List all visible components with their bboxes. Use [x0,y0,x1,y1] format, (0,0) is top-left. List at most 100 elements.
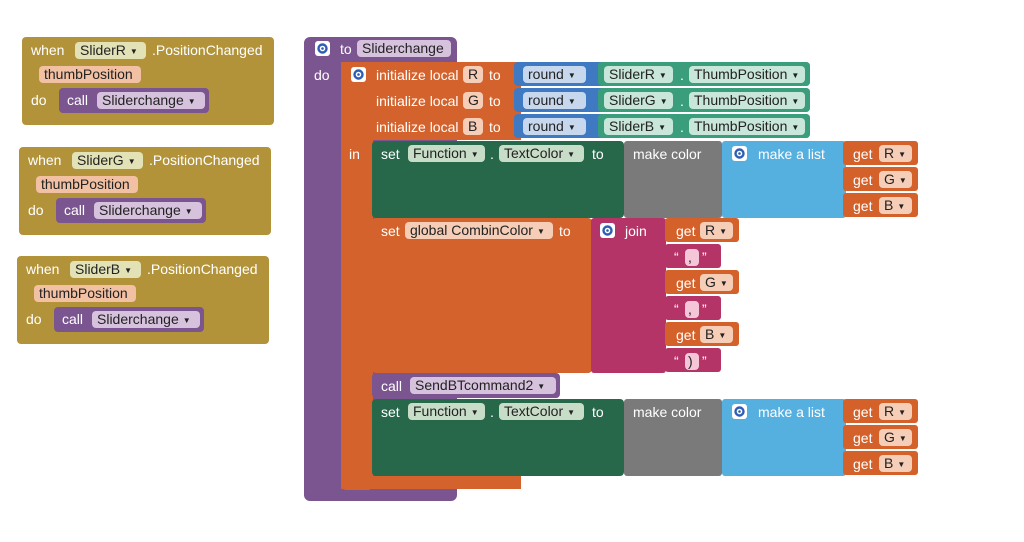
get-var-dropdown[interactable]: B ▼ [879,455,912,472]
text-literal[interactable]: , [685,301,699,318]
local-var-name-G[interactable]: G [463,92,483,109]
round-dropdown[interactable]: round ▼ [523,92,586,109]
gear-icon[interactable] [351,67,366,82]
gear-icon[interactable] [600,223,615,238]
get-var-dropdown[interactable]: G ▼ [700,274,733,291]
to-label: to [592,146,604,162]
text-literal[interactable]: ) [685,353,699,370]
gear-icon[interactable] [732,404,747,419]
get-var-dropdown[interactable]: G ▼ [879,171,912,188]
dropdown-arrow-icon: ▼ [129,46,138,56]
make-color-block[interactable] [624,399,722,476]
proc-name: Sliderchange [102,92,184,108]
round-op: round [528,118,564,134]
gear-icon[interactable] [732,146,747,161]
get-var-dropdown[interactable]: R ▼ [879,145,912,162]
to-label: to [592,404,604,420]
slider-component-dropdown[interactable]: SliderG ▼ [604,92,673,109]
when-label: when [31,42,65,58]
init-local-label: initialize local [376,119,459,135]
proc-name: Sliderchange [97,311,179,327]
get-var-dropdown[interactable]: B ▼ [700,326,733,343]
property-dropdown-textcolor[interactable]: TextColor ▼ [499,145,584,162]
make-list-label: make a list [758,146,825,162]
proc-dropdown[interactable]: Sliderchange ▼ [97,92,205,109]
call-label: call [381,378,403,394]
round-dropdown[interactable]: round ▼ [523,66,586,83]
dropdown-arrow-icon: ▼ [127,156,136,166]
dropdown-arrow-icon: ▼ [897,459,906,469]
local-var-name-R[interactable]: R [463,66,483,83]
local-to-label: to [489,67,501,83]
dropdown-arrow-icon: ▼ [658,70,667,80]
get-label: get [853,404,873,420]
gear-icon[interactable] [315,41,330,56]
dropdown-arrow-icon: ▼ [567,70,576,80]
round-op: round [528,66,564,82]
component-dropdown-function[interactable]: Function ▼ [408,403,485,420]
do-label: do [314,67,330,83]
procedure-name-field[interactable]: Sliderchange [357,40,451,57]
dropdown-arrow-icon: ▼ [719,226,728,236]
property-dropdown[interactable]: ThumbPosition ▼ [689,92,805,109]
proc-dropdown[interactable]: Sliderchange ▼ [94,202,202,219]
property-dropdown[interactable]: ThumbPosition ▼ [689,118,805,135]
when-label: when [28,152,62,168]
component-dropdown-sliderR[interactable]: SliderR ▼ [75,42,146,59]
property-dropdown-textcolor[interactable]: TextColor ▼ [499,403,584,420]
get-var-name: G [884,171,895,187]
get-var-name: R [884,403,895,419]
text-literal[interactable]: , [685,249,699,266]
get-label: get [676,223,696,239]
dropdown-arrow-icon: ▼ [791,70,800,80]
global-var-dropdown[interactable]: global CombinColor ▼ [405,222,553,239]
slider-component-dropdown[interactable]: SliderB ▼ [604,118,673,135]
local-to-label: to [489,119,501,135]
quote-open: “ [674,249,679,265]
set-label: set [381,146,400,162]
get-var-dropdown[interactable]: R ▼ [879,403,912,420]
set-global-block[interactable] [372,218,592,373]
make-list-label: make a list [758,404,825,420]
get-var-dropdown[interactable]: R ▼ [700,222,733,239]
component-dropdown-sliderG[interactable]: SliderG ▼ [72,152,143,169]
component-dropdown-sliderB[interactable]: SliderB ▼ [70,261,141,278]
round-dropdown[interactable]: round ▼ [523,118,586,135]
dropdown-arrow-icon: ▼ [898,175,907,185]
set-label: set [381,223,400,239]
local-var-name-B[interactable]: B [463,118,483,135]
proc-dropdown[interactable]: SendBTcommand2 ▼ [410,377,556,394]
get-var-name: G [705,274,716,290]
do-label: do [31,92,47,108]
property-dropdown[interactable]: ThumbPosition ▼ [689,66,805,83]
call-label: call [64,202,86,218]
property-name: TextColor [504,403,564,419]
component-name: SliderG [77,152,124,168]
dropdown-arrow-icon: ▼ [470,149,479,159]
param-thumbposition[interactable]: thumbPosition [39,66,141,83]
dropdown-arrow-icon: ▼ [567,149,576,159]
component-dropdown-function[interactable]: Function ▼ [408,145,485,162]
proc-name: Sliderchange [99,202,181,218]
dropdown-arrow-icon: ▼ [658,122,667,132]
make-color-block[interactable] [624,141,722,218]
slider-component-dropdown[interactable]: SliderR ▼ [604,66,673,83]
get-var-dropdown[interactable]: G ▼ [879,429,912,446]
make-color-label: make color [633,404,702,420]
quote-close: ” [702,249,707,265]
dropdown-arrow-icon: ▼ [470,407,479,417]
dot-label: . [680,93,684,109]
param-thumbposition[interactable]: thumbPosition [36,176,138,193]
dot-label: . [490,404,494,420]
param-thumbposition[interactable]: thumbPosition [34,285,136,302]
get-label: get [676,327,696,343]
quote-open: “ [674,353,679,369]
component-name: Function [413,403,467,419]
proc-dropdown[interactable]: Sliderchange ▼ [92,311,200,328]
event-name-label: .PositionChanged [147,261,258,277]
join-block[interactable] [591,218,666,373]
round-op: round [528,92,564,108]
get-var-dropdown[interactable]: B ▼ [879,197,912,214]
dropdown-arrow-icon: ▼ [718,330,727,340]
dot-label: . [680,67,684,83]
